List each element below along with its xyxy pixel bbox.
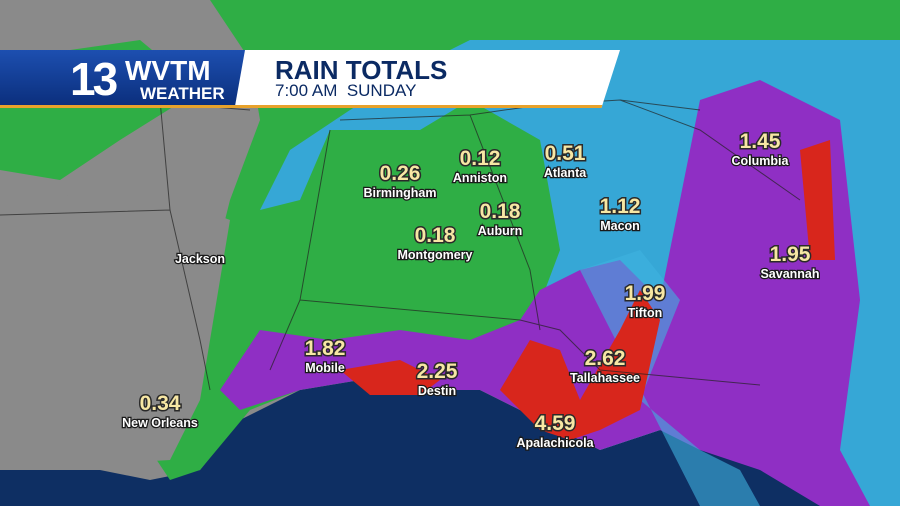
rain-red-2: [340, 140, 835, 395]
city-label: Savannah: [760, 267, 819, 281]
rain-value: 1.45: [740, 130, 781, 153]
rain-purple: [220, 80, 870, 506]
city-label: Tallahassee: [570, 371, 640, 385]
logo-box: [0, 50, 245, 105]
rain-value: 2.25: [417, 360, 458, 383]
city-label: Jackson: [175, 252, 225, 266]
rain-red: [500, 290, 660, 440]
logo-sub: WEATHER: [140, 84, 225, 103]
city-label: Birmingham: [364, 186, 437, 200]
rain-value: 2.62: [585, 347, 626, 370]
land-dry: [0, 190, 230, 470]
city-label: Anniston: [453, 171, 507, 185]
city-label: Atlanta: [544, 166, 587, 180]
city-label: Apalachicola: [516, 436, 594, 450]
rain-value: 0.18: [415, 224, 456, 247]
title: RAIN TOTALS: [275, 55, 448, 85]
logo-number: 13: [70, 53, 118, 105]
rain-value: 0.12: [460, 147, 501, 170]
city-label: New Orleans: [122, 416, 198, 430]
rain-value: 1.12: [600, 195, 641, 218]
rain-value: 0.51: [545, 142, 586, 165]
city-label: Mobile: [305, 361, 345, 375]
rain-value: 4.59: [535, 412, 576, 435]
logo-call: WVTM: [125, 55, 211, 86]
city-label: Montgomery: [398, 248, 473, 262]
city-label: Columbia: [732, 154, 790, 168]
rain-value: 0.34: [140, 392, 181, 415]
rain-value: 0.18: [480, 200, 521, 223]
city-label: Destin: [418, 384, 456, 398]
city-label: Auburn: [478, 224, 522, 238]
city-label: Macon: [600, 219, 640, 233]
city-label: Tifton: [628, 306, 662, 320]
rain-value: 1.95: [770, 243, 811, 266]
rain-value: 1.99: [625, 282, 666, 305]
rain-value: 0.26: [380, 162, 421, 185]
rain-blue-band: [580, 250, 760, 506]
subtitle: 7:00 AM SUNDAY: [275, 81, 417, 100]
rain-value: 1.82: [305, 337, 346, 360]
